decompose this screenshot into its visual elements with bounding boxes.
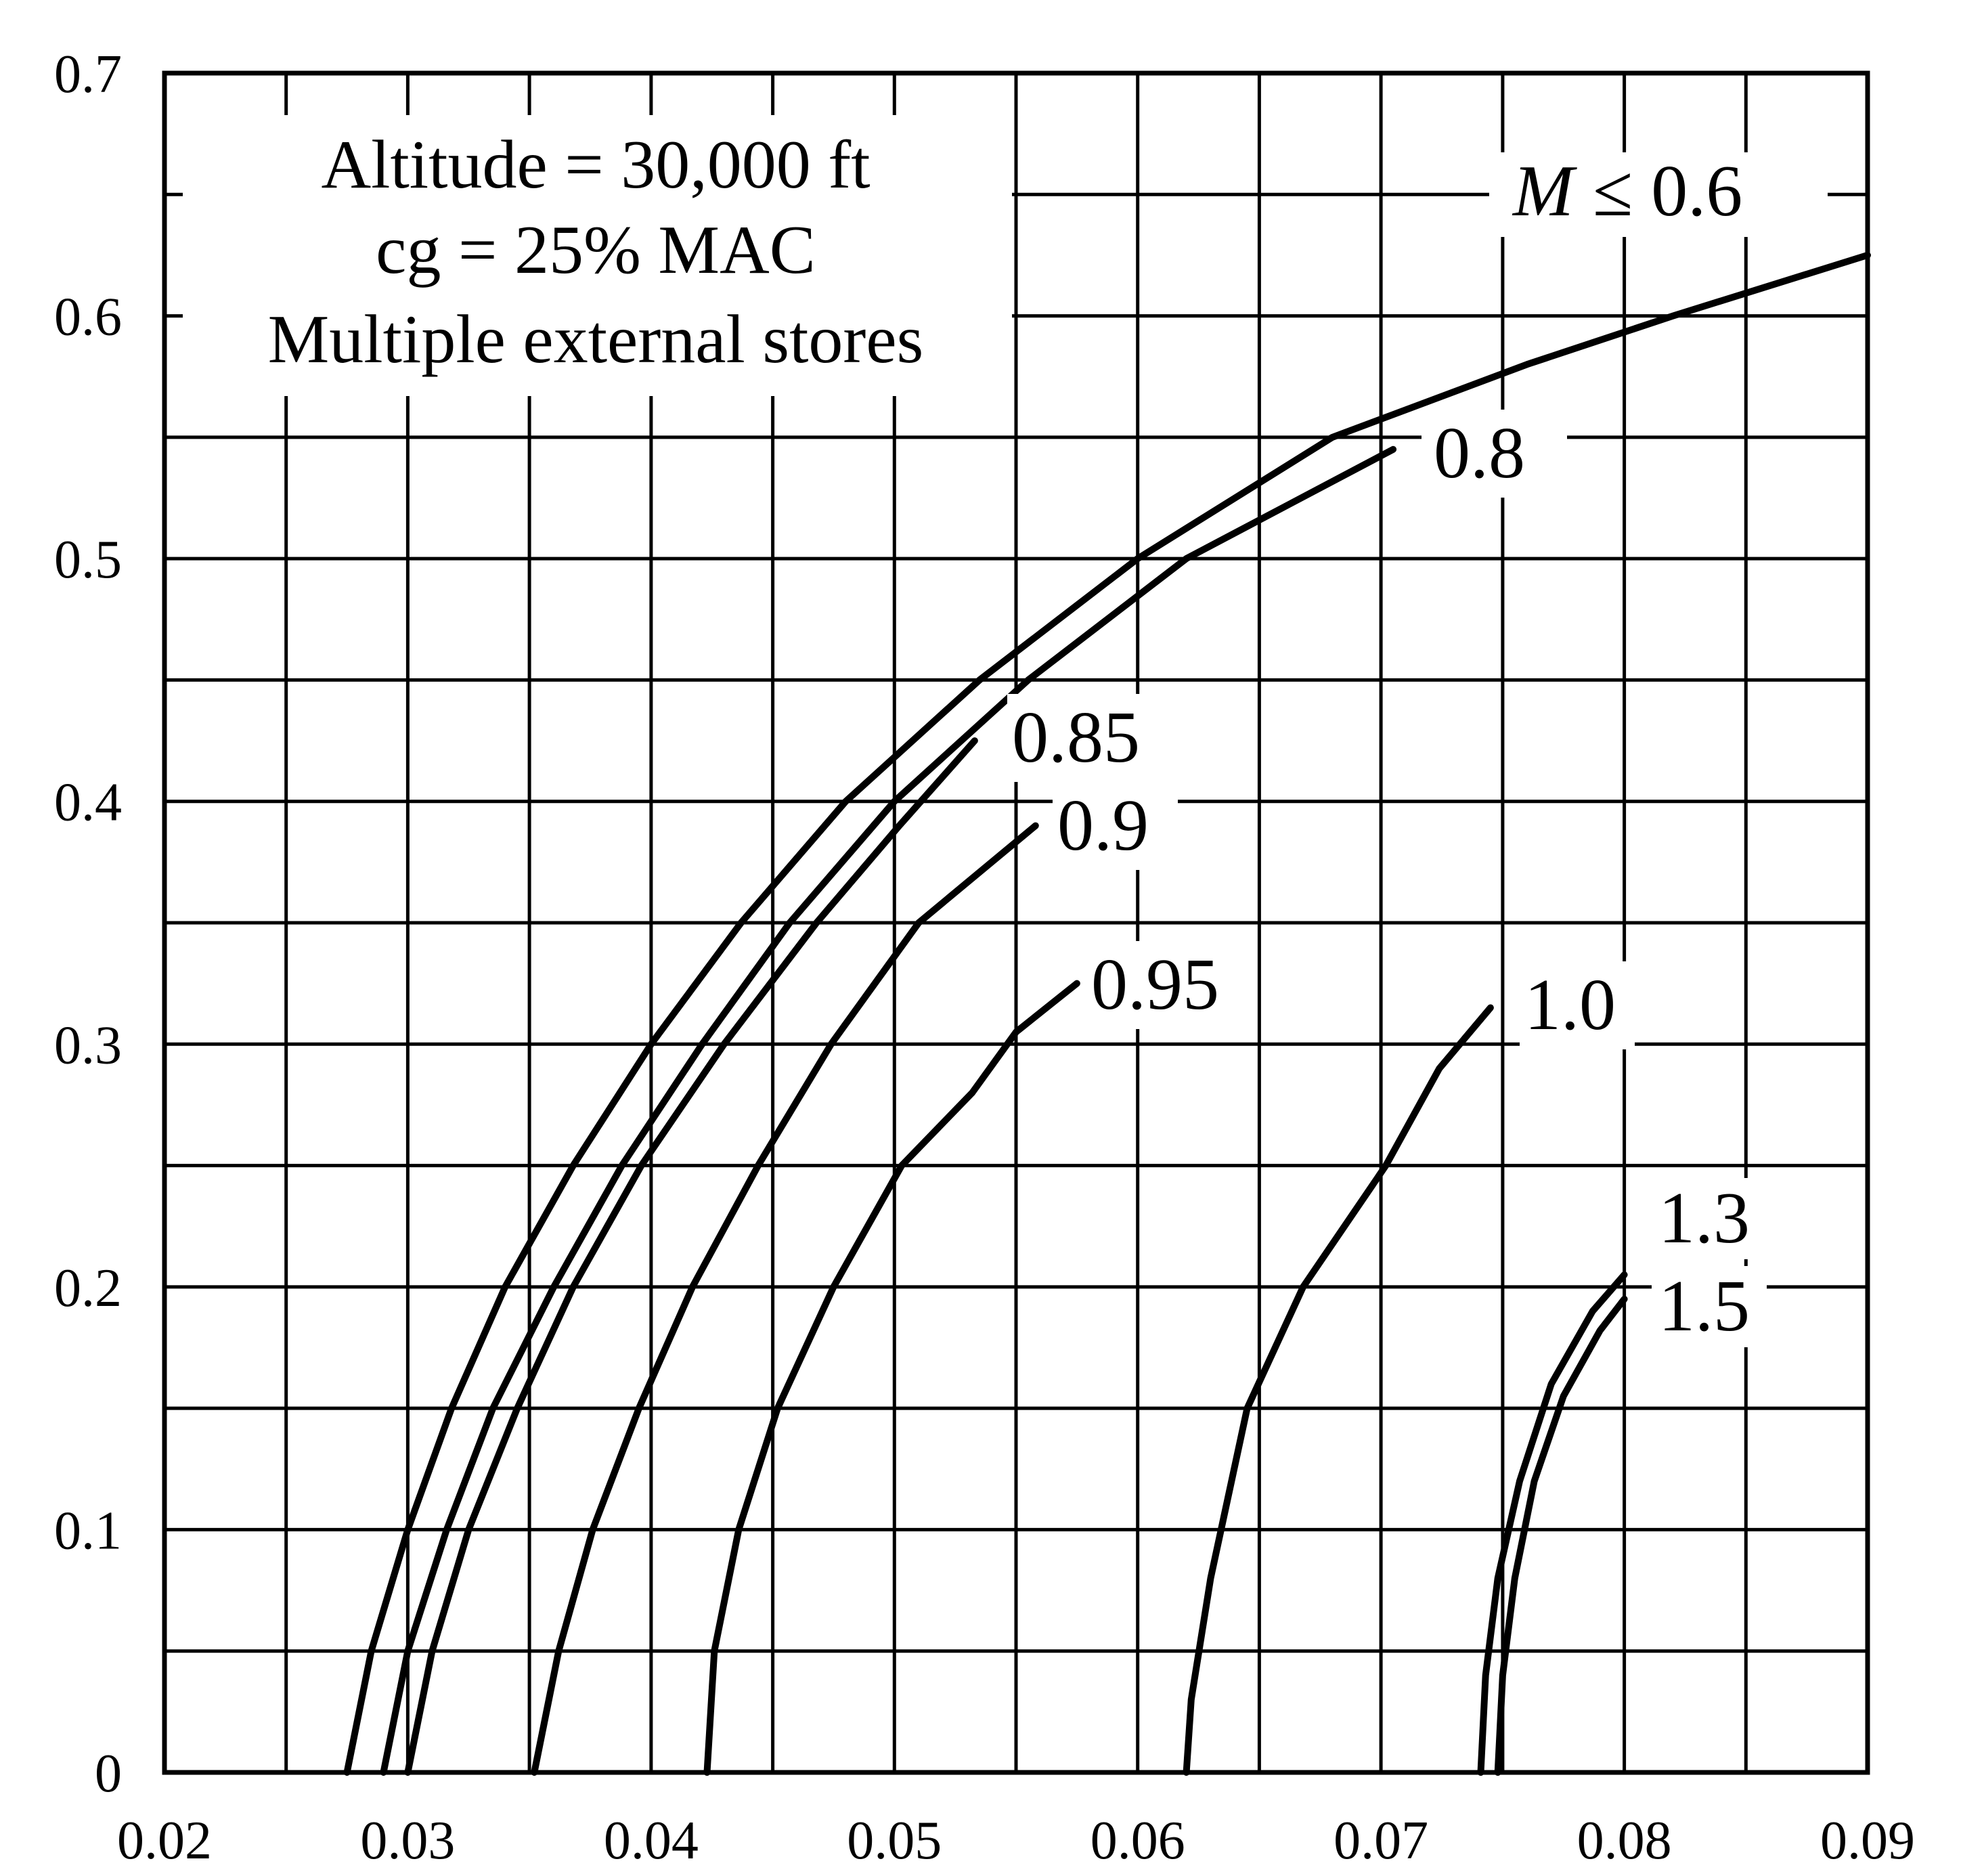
x-tick-label: 0.08 bbox=[1577, 1811, 1672, 1871]
y-tick-label: 0 bbox=[95, 1744, 122, 1804]
series-label-m13: 1.3 bbox=[1658, 1178, 1750, 1259]
series-label-m06-value: ≤ 0.6 bbox=[1593, 151, 1742, 232]
x-tick-label: 0.07 bbox=[1334, 1811, 1428, 1871]
y-tick-label: 0.6 bbox=[54, 288, 122, 347]
series-line-3 bbox=[531, 822, 1039, 1776]
y-tick-label: 0.2 bbox=[54, 1259, 122, 1318]
info-box: Altitude = 30,000 ft cg = 25% MAC Multip… bbox=[183, 115, 1012, 396]
series-label-m15: 1.5 bbox=[1658, 1266, 1750, 1347]
series-line-6 bbox=[1477, 1271, 1628, 1776]
series-line-2 bbox=[404, 737, 978, 1776]
label-mask-m08 bbox=[1422, 410, 1567, 498]
x-tick-label: 0.02 bbox=[117, 1811, 212, 1871]
y-tick-label: 0.1 bbox=[54, 1501, 122, 1561]
series-label-m06: M ≤ 0.6 bbox=[1512, 151, 1742, 232]
label-mask-m095 bbox=[1086, 941, 1256, 1029]
y-tick-label: 0.5 bbox=[54, 530, 122, 590]
series-line-0 bbox=[343, 251, 1871, 1776]
tick-labels: 0.02 0.03 0.04 0.05 0.06 0.07 0.08 0.09 0 0.1 0.2 0… bbox=[54, 45, 1915, 1871]
series-label-m08: 0.8 bbox=[1434, 413, 1525, 494]
annotation-cg: cg = 25% MAC bbox=[376, 212, 816, 288]
x-tick-label: 0.06 bbox=[1090, 1811, 1185, 1871]
series-labels: M ≤ 0.6 0.8 0.85 0.9 0.95 1.0 1.3 1.5 bbox=[1007, 151, 1828, 1347]
series-label-m085: 0.85 bbox=[1012, 697, 1140, 778]
annotation-altitude: Altitude = 30,000 ft bbox=[321, 127, 870, 203]
x-tick-label: 0.05 bbox=[847, 1811, 942, 1871]
series-line-7 bbox=[1494, 1295, 1628, 1776]
plot-frame bbox=[162, 70, 1870, 1775]
annotation-stores: Multiple external stores bbox=[268, 301, 924, 378]
label-mask-m15 bbox=[1652, 1266, 1767, 1347]
info-box-background bbox=[183, 115, 1012, 396]
series-label-m09: 0.9 bbox=[1057, 785, 1149, 866]
label-mask-m09 bbox=[1053, 782, 1178, 870]
label-mask-m085 bbox=[1007, 694, 1183, 782]
y-tick-label: 0.7 bbox=[54, 45, 122, 104]
label-mask-m06 bbox=[1489, 152, 1828, 237]
label-mask-m13 bbox=[1652, 1178, 1767, 1259]
series-lines bbox=[343, 251, 1871, 1776]
x-tick-label: 0.04 bbox=[604, 1811, 699, 1871]
y-tick-label: 0.3 bbox=[54, 1016, 122, 1075]
series-label-m095: 0.95 bbox=[1091, 944, 1219, 1025]
label-mask-m10 bbox=[1520, 961, 1635, 1049]
series-label-m10: 1.0 bbox=[1524, 965, 1616, 1045]
y-tick-label: 0.4 bbox=[54, 773, 122, 833]
x-tick-label: 0.03 bbox=[360, 1811, 455, 1871]
series-line-4 bbox=[703, 980, 1080, 1776]
mach-symbol: M bbox=[1512, 151, 1577, 232]
series-line-5 bbox=[1183, 1004, 1494, 1776]
series-line-1 bbox=[380, 445, 1397, 1776]
x-tick-label: 0.09 bbox=[1820, 1811, 1915, 1871]
